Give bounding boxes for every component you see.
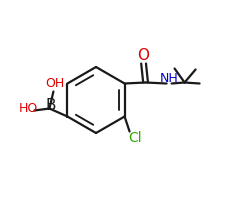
Text: OH: OH	[45, 77, 64, 90]
Text: NH: NH	[160, 72, 178, 85]
Text: O: O	[138, 48, 150, 63]
Text: B: B	[46, 98, 56, 113]
Text: Cl: Cl	[128, 131, 141, 145]
Text: HO: HO	[19, 102, 38, 115]
